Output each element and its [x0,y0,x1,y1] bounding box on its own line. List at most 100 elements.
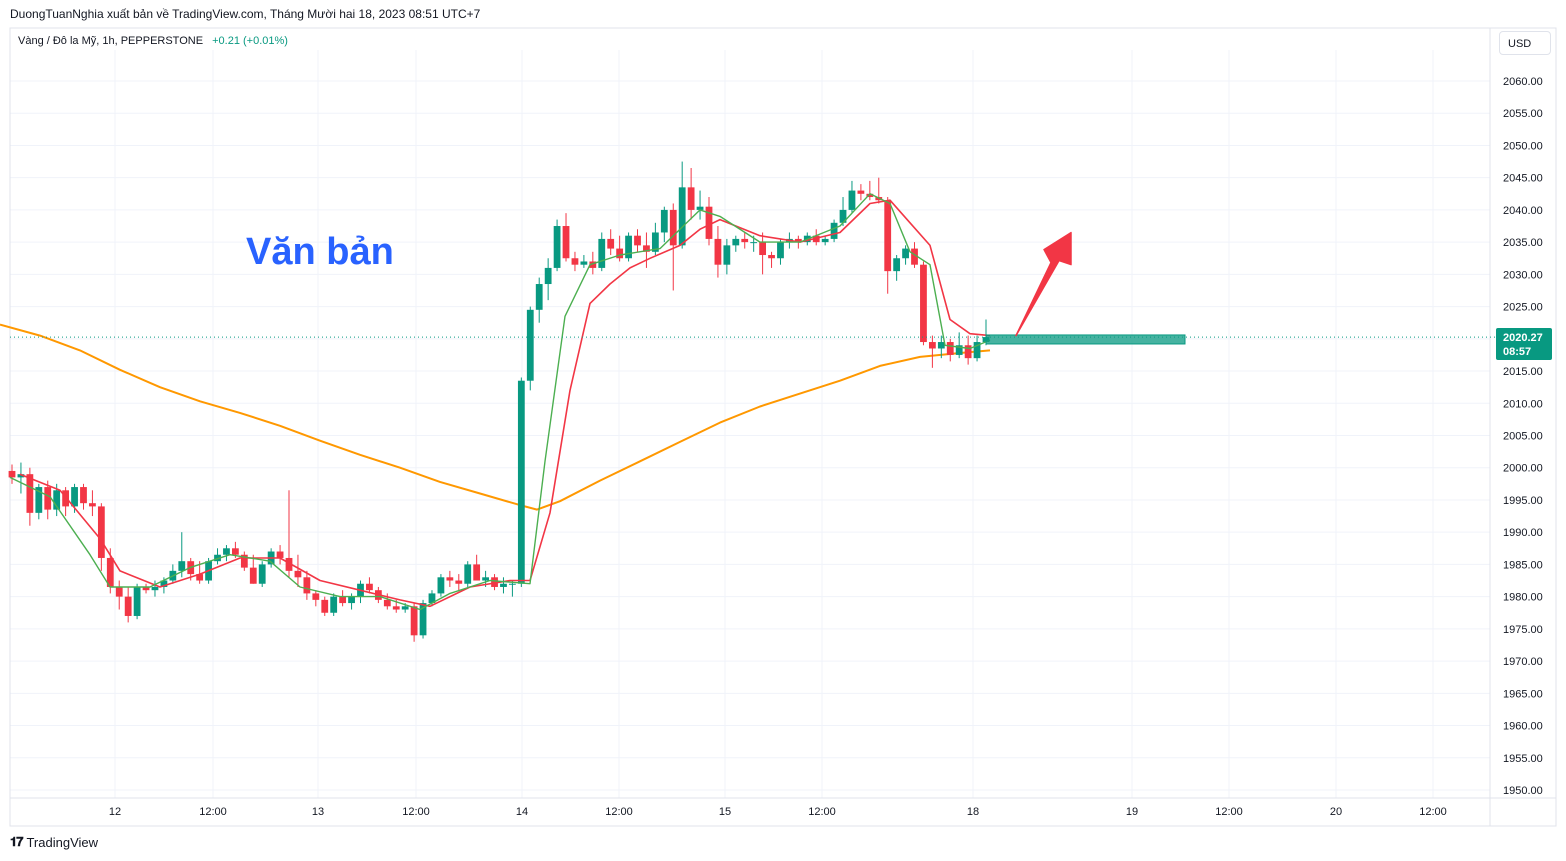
candle-body [723,245,731,265]
candle [258,561,266,587]
candle-body [464,564,472,584]
candle-body [17,474,25,478]
time-tick-label: 19 [1126,806,1138,818]
price-tick-label: 1985.00 [1503,559,1543,571]
time-tick-label: 13 [312,806,324,818]
ma-slow-path [0,323,991,511]
candle-body [214,554,221,562]
last-price-value: 2020.27 [1503,332,1543,344]
candle-body [223,548,230,555]
candle [616,235,624,262]
candle [509,580,516,597]
candle [553,219,561,272]
candle [62,487,70,517]
candle [517,377,525,587]
candle [920,261,927,346]
candle [705,197,713,246]
time-tick-label: 12:00 [1419,806,1447,818]
candle-body [151,586,159,591]
candle [902,245,909,265]
candle [535,277,543,323]
candle-body [312,593,320,600]
candle [937,335,945,359]
symbol-info: Vàng / Đô la Mỹ, 1h, PEPPERSTONE +0.21 (… [18,35,288,47]
candle [821,235,829,246]
candle [89,490,96,517]
candle [294,554,302,587]
candle-body [964,345,972,359]
candle-body [937,342,945,349]
candle-body [553,226,561,268]
candle-body [383,599,391,607]
price-tick-label: 2060.00 [1503,76,1543,88]
candle [696,190,704,220]
candle [660,206,668,243]
arrow-up-icon[interactable] [1015,231,1072,337]
candle-body [392,606,400,610]
candle-body [115,586,123,597]
text-annotation[interactable]: Văn bản [246,231,394,273]
candle [133,583,141,620]
candle [491,574,498,591]
time-tick-label: 12:00 [1215,806,1243,818]
candle [732,235,740,252]
price-tick-label: 2015.00 [1503,366,1543,378]
candle-body [89,503,96,507]
tradingview-brand[interactable]: 𝟏𝟕 TradingView [10,834,98,850]
candle [339,590,347,607]
candle [839,197,847,227]
candle-body [848,190,856,210]
candle-body [714,238,722,265]
candle-body [830,222,838,239]
price-tick-label: 1970.00 [1503,656,1543,668]
price-tick-label: 2030.00 [1503,269,1543,281]
ma-faster-line [9,193,991,611]
candle-body [500,583,507,587]
candle [17,462,25,494]
candle-body [196,574,204,581]
symbol-name[interactable]: Vàng / Đô la Mỹ, 1h, PEPPERSTONE [18,35,204,47]
candle-body [928,342,936,349]
candle-body [821,238,829,243]
candle-body [866,193,874,198]
time-tick-label: 12:00 [402,806,430,818]
candle-body [884,200,892,272]
candle [410,603,418,642]
support-zone-rect[interactable] [985,334,1186,345]
candle-body [794,238,802,243]
candle-body [544,267,552,285]
candle-body [231,548,239,555]
candle-body [973,342,981,359]
last-price-tag: 2020.27 08:57 [1496,328,1552,360]
candle-body [625,235,632,259]
candle [830,219,838,243]
candle [464,561,472,587]
price-tick-label: 2005.00 [1503,431,1543,443]
candle-body [53,490,61,510]
chart-grid [9,27,1557,827]
ma-fast-line [19,199,991,608]
candle-body [535,284,543,310]
candle [866,180,874,201]
candle [214,548,221,565]
price-tick-label: 2000.00 [1503,463,1543,475]
candle-body [366,583,373,591]
candle [741,232,749,249]
time-axis: 12 12:00 13 12:00 14 12:00 15 12:00 18 19 12:00 20 1… [109,806,1447,818]
candle [312,590,320,607]
candle [330,593,338,616]
price-tick-label: 2025.00 [1503,302,1543,314]
candle [571,251,579,272]
candle-body [651,232,659,252]
time-tick-label: 14 [516,806,528,818]
candle-body [687,187,695,210]
currency-button[interactable]: USD [1499,31,1551,55]
candle-body [303,577,311,594]
candle-body [80,487,87,504]
candle [607,229,615,256]
drawings [10,231,1496,345]
tradingview-logo-icon: 𝟏𝟕 [10,834,24,849]
candle [777,238,784,265]
candle [142,583,150,594]
